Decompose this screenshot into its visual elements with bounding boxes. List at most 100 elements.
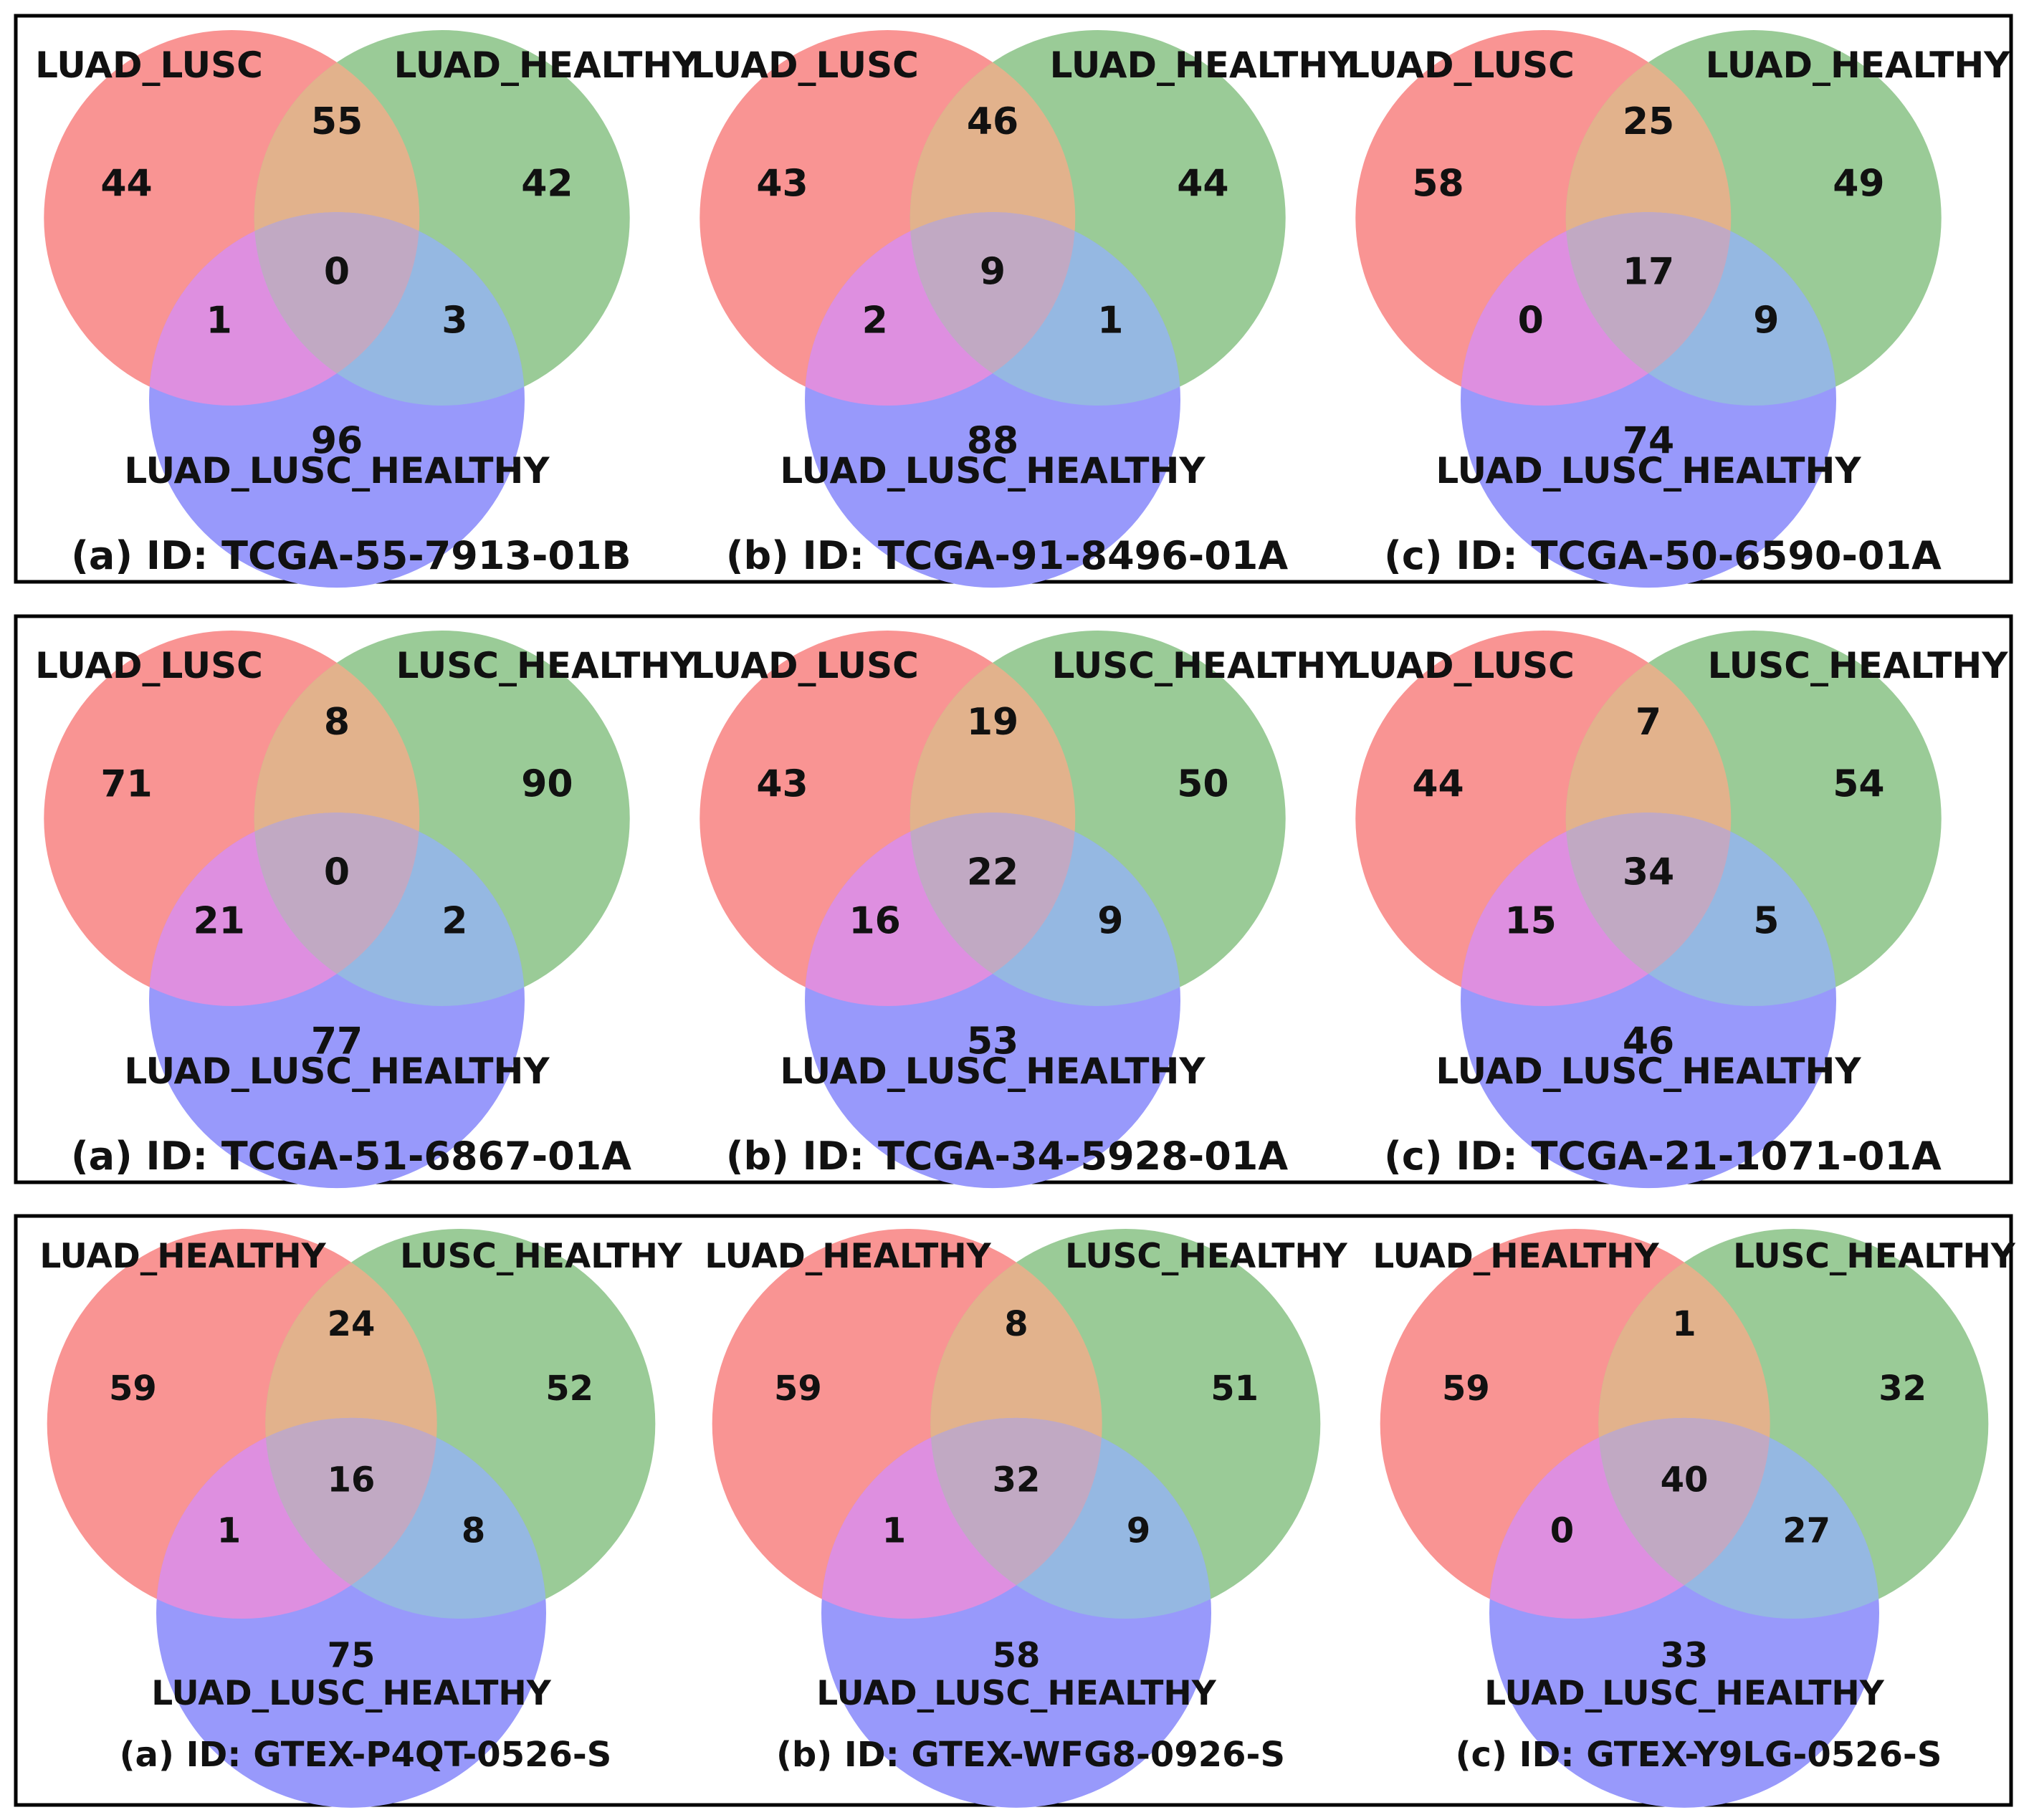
set-c-label: LUAD_LUSC_HEALTHY (780, 450, 1206, 492)
venn-diagram: 59 51 8 32 1 9 58 LUAD_HEALTHY LUSC_HEALTHY LUAD_… (705, 1229, 1348, 1808)
count-bc: 9 (1127, 1510, 1150, 1551)
count-b-only: 32 (1878, 1369, 1927, 1409)
panel-group-3: 59 52 24 16 1 8 75 LUAD_HEALTHY LUSC_HEALTHY LUAD… (14, 1214, 2016, 1808)
count-b-only: 54 (1833, 762, 1884, 805)
count-b-only: 52 (545, 1369, 593, 1409)
set-c-label: LUAD_LUSC_HEALTHY (1484, 1674, 1885, 1713)
venn-diagram: 58 49 25 17 0 9 74 LUAD_LUSC LUAD_HEALTHY LUAD_LU… (1347, 30, 2010, 588)
panel-caption: (c) ID: GTEX-Y9LG-0526-S (1456, 1735, 1942, 1775)
set-b-label: LUAD_HEALTHY (1706, 44, 2011, 86)
set-a-label: LUAD_LUSC (691, 44, 919, 86)
panel-caption: (b) ID: TCGA-34-5928-01A (726, 1134, 1289, 1179)
venn-diagram: 59 32 1 40 0 27 33 LUAD_HEALTHY LUSC_HEALTHY LUAD… (1372, 1229, 2016, 1808)
count-ab: 25 (1623, 100, 1674, 143)
count-a-only: 71 (100, 762, 152, 805)
count-b-only: 51 (1211, 1369, 1259, 1409)
count-a-only: 44 (1412, 762, 1464, 805)
count-abc: 0 (324, 851, 350, 894)
panel-caption: (b) ID: TCGA-91-8496-01A (726, 533, 1289, 578)
set-b-label: LUSC_HEALTHY (1065, 1237, 1348, 1276)
count-b-only: 42 (521, 162, 573, 205)
count-ac: 0 (1518, 300, 1544, 343)
count-ac: 0 (1550, 1510, 1574, 1551)
count-c-only: 46 (1623, 1020, 1674, 1063)
set-c-label: LUAD_LUSC_HEALTHY (816, 1674, 1217, 1713)
set-c-label: LUAD_LUSC_HEALTHY (1436, 1050, 1861, 1092)
set-c-label: LUAD_LUSC_HEALTHY (124, 450, 550, 492)
count-a-only: 59 (109, 1369, 157, 1409)
count-c-only: 33 (1661, 1635, 1709, 1675)
venn-diagram: 44 42 55 0 1 3 96 LUAD_LUSC LUAD_HEALTHY LUAD_LUS… (35, 30, 699, 588)
count-abc: 22 (967, 851, 1018, 894)
panel-caption: (a) ID: TCGA-55-7913-01B (71, 533, 631, 578)
set-a-label: LUAD_LUSC (35, 44, 263, 86)
count-ab: 8 (1004, 1304, 1028, 1344)
count-ab: 19 (967, 701, 1018, 744)
count-c-only: 58 (993, 1635, 1041, 1675)
set-b-label: LUSC_HEALTHY (1733, 1237, 2016, 1276)
set-b-label: LUSC_HEALTHY (396, 645, 697, 686)
count-abc: 34 (1623, 851, 1674, 894)
set-c-label: LUAD_LUSC_HEALTHY (780, 1050, 1206, 1092)
venn-diagram: 44 54 7 34 15 5 46 LUAD_LUSC LUSC_HEALTHY LUAD_LU… (1347, 631, 2009, 1189)
count-bc: 3 (441, 300, 467, 343)
count-ac: 15 (1504, 900, 1556, 943)
panel-caption: (c) ID: TCGA-21-1071-01A (1384, 1134, 1942, 1179)
count-bc: 2 (441, 900, 467, 943)
count-a-only: 43 (756, 762, 808, 805)
count-abc: 40 (1661, 1460, 1709, 1500)
count-ab: 46 (967, 100, 1018, 143)
count-b-only: 49 (1833, 162, 1884, 205)
set-c-label: LUAD_LUSC_HEALTHY (151, 1674, 552, 1713)
set-a-label: LUAD_HEALTHY (1372, 1237, 1659, 1276)
count-a-only: 58 (1412, 162, 1464, 205)
count-ab: 8 (324, 701, 350, 744)
count-c-only: 88 (967, 419, 1018, 462)
panel-caption: (a) ID: GTEX-P4QT-0526-S (120, 1735, 612, 1775)
venn-diagram: 43 44 46 9 2 1 88 LUAD_LUSC LUAD_HEALTHY LUAD_LUS… (691, 30, 1355, 588)
count-c-only: 75 (328, 1635, 376, 1675)
set-a-label: LUAD_LUSC (1347, 645, 1575, 686)
set-a-label: LUAD_LUSC (691, 645, 919, 686)
venn-diagram: 59 52 24 16 1 8 75 LUAD_HEALTHY LUSC_HEALTHY LUAD… (39, 1229, 683, 1808)
count-b-only: 50 (1177, 762, 1228, 805)
set-c-label: LUAD_LUSC_HEALTHY (124, 1050, 550, 1092)
count-ab: 55 (311, 100, 363, 143)
count-a-only: 44 (100, 162, 152, 205)
set-a-label: LUAD_HEALTHY (39, 1237, 326, 1276)
venn-diagram: 43 50 19 22 16 9 53 LUAD_LUSC LUSC_HEALTHY LUAD_L… (691, 631, 1353, 1189)
count-bc: 8 (462, 1510, 485, 1551)
count-abc: 32 (993, 1460, 1041, 1500)
count-bc: 5 (1753, 900, 1779, 943)
set-b-label: LUSC_HEALTHY (1052, 645, 1353, 686)
count-a-only: 59 (774, 1369, 822, 1409)
count-c-only: 74 (1623, 419, 1674, 462)
panel-caption: (c) ID: TCGA-50-6590-01A (1384, 533, 1942, 578)
count-c-only: 77 (311, 1020, 363, 1063)
set-a-label: LUAD_LUSC (35, 645, 263, 686)
count-ab: 1 (1672, 1304, 1696, 1344)
count-bc: 1 (1097, 300, 1123, 343)
set-b-label: LUSC_HEALTHY (400, 1237, 683, 1276)
count-c-only: 53 (967, 1020, 1018, 1063)
count-c-only: 96 (311, 419, 363, 462)
count-bc: 9 (1753, 300, 1779, 343)
panel-caption: (a) ID: TCGA-51-6867-01A (71, 1134, 631, 1179)
set-a-label: LUAD_HEALTHY (705, 1237, 991, 1276)
set-c-label: LUAD_LUSC_HEALTHY (1436, 450, 1861, 492)
panel-caption: (b) ID: GTEX-WFG8-0926-S (776, 1735, 1285, 1775)
count-a-only: 43 (756, 162, 808, 205)
count-abc: 9 (980, 251, 1006, 294)
count-abc: 17 (1623, 251, 1674, 294)
count-abc: 16 (328, 1460, 376, 1500)
count-b-only: 44 (1177, 162, 1228, 205)
count-b-only: 90 (521, 762, 573, 805)
count-ac: 1 (882, 1510, 906, 1551)
count-a-only: 59 (1442, 1369, 1490, 1409)
count-ab: 7 (1636, 701, 1661, 744)
panel-group-1: 44 42 55 0 1 3 96 LUAD_LUSC LUAD_HEALTHY LUAD_LUS… (14, 14, 2013, 588)
set-b-label: LUSC_HEALTHY (1708, 645, 2009, 686)
count-bc: 9 (1097, 900, 1123, 943)
